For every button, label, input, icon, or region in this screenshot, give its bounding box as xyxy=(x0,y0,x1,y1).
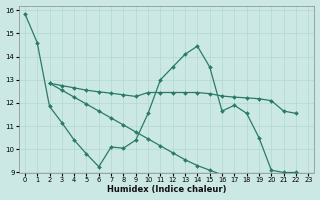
X-axis label: Humidex (Indice chaleur): Humidex (Indice chaleur) xyxy=(107,185,226,194)
